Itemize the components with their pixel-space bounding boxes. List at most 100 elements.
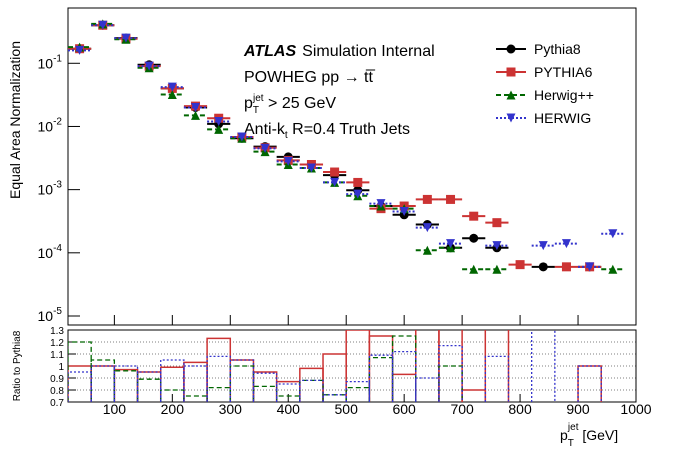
ratio-y-tick-label: 1.1: [50, 350, 64, 361]
ratio-y-tick-label: 0.8: [50, 386, 64, 397]
ratio-step: [136, 371, 162, 402]
ratio-step: [229, 359, 255, 402]
marker: [469, 264, 479, 274]
ratio-step: [90, 365, 116, 402]
marker: [191, 102, 201, 112]
x-tick-label: 500: [335, 401, 359, 417]
marker: [422, 223, 432, 233]
ratio-y-tick-label: 0.9: [50, 374, 64, 385]
ratio-step: [136, 378, 162, 402]
marker: [492, 241, 502, 251]
legend-label: Herwig++: [534, 87, 594, 103]
ratio-plot: [68, 330, 602, 438]
marker: [167, 90, 177, 100]
y-tick-label: 10-2: [38, 116, 63, 134]
y-axis-label: Equal Area Normalization: [7, 41, 23, 199]
marker: [561, 262, 571, 272]
marker: [585, 262, 595, 272]
legend-marker: [506, 90, 516, 100]
legend-marker: [506, 67, 516, 77]
ratio-step: [415, 377, 440, 402]
marker: [608, 229, 618, 239]
ratio-step: [229, 365, 255, 402]
ratio-step: [484, 355, 510, 402]
marker: [538, 262, 548, 272]
ratio-step: [438, 330, 463, 402]
marker: [561, 239, 571, 249]
y-tick-base: 10: [38, 245, 54, 261]
ratio-step: [68, 371, 92, 402]
marker: [515, 260, 525, 270]
ratio-step: [391, 335, 417, 402]
ratio-step: [299, 379, 324, 402]
ratio-y-label: Ratio to Pythia8: [12, 330, 23, 401]
main-frame: [67, 7, 637, 326]
marker: [492, 264, 502, 274]
marker: [306, 163, 316, 173]
marker: [191, 110, 201, 120]
ratio-step: [136, 371, 162, 402]
x-tick-label: 900: [566, 401, 590, 417]
marker: [446, 194, 456, 204]
legend-marker: [506, 113, 516, 123]
marker: [214, 124, 224, 134]
marker: [469, 233, 479, 243]
marker: [422, 194, 432, 204]
x-tick-label: 800: [508, 401, 532, 417]
y-tick-label: 10-3: [38, 180, 63, 198]
y-tick-exponent: -4: [53, 243, 62, 254]
ratio-step: [206, 355, 231, 402]
y-tick-base: 10: [38, 308, 54, 324]
y-tick-base: 10: [38, 55, 54, 71]
marker: [98, 20, 108, 30]
ratio-step: [252, 385, 278, 402]
ratio-step: [368, 356, 394, 402]
ratio-step: [577, 365, 602, 402]
ratio-step: [368, 335, 394, 402]
ratio-step: [90, 365, 116, 402]
marker: [283, 156, 293, 166]
ratio-step: [160, 359, 185, 402]
ratio-step: [252, 372, 278, 402]
ratio-step: [485, 402, 508, 431]
marker: [214, 116, 224, 126]
annotation: pTjet > 25 GeV: [244, 93, 336, 116]
legend-marker: [506, 44, 516, 54]
ratio-y-tick-label: 0.7: [50, 398, 64, 409]
marker: [538, 241, 548, 251]
ratio-step: [391, 350, 417, 402]
marker: [75, 45, 85, 55]
y-tick-label: 10-1: [38, 53, 63, 71]
marker: [121, 33, 131, 43]
y-tick-exponent: -5: [53, 306, 62, 317]
x-tick-label: 700: [450, 401, 474, 417]
marker: [608, 264, 618, 274]
ratio-step: [322, 394, 347, 402]
legend-label: Pythia8: [534, 41, 581, 57]
y-tick-exponent: -2: [53, 116, 62, 127]
ratio-step: [416, 402, 439, 438]
annotation: Anti-kt R=0.4 Truth Jets: [244, 121, 410, 141]
ratio-step: [368, 354, 394, 402]
marker: [237, 132, 247, 142]
marker: [144, 61, 154, 71]
marker: [422, 245, 432, 255]
annotation: ATLAS Simulation Internal: [243, 43, 435, 60]
ratio-step: [577, 365, 602, 402]
ratio-step: [113, 370, 139, 402]
ratio-step: [299, 367, 324, 402]
ratio-step: [438, 344, 463, 402]
y-tick-label: 10-5: [38, 306, 63, 324]
ratio-step: [345, 380, 371, 402]
marker: [469, 211, 479, 221]
marker: [376, 199, 386, 209]
annotation: POWHEG pp → tt̅: [244, 69, 376, 86]
x-tick-label: 1000: [620, 401, 651, 417]
x-tick-label: 300: [219, 401, 243, 417]
ratio-step: [206, 337, 232, 402]
legend-label: HERWIG: [534, 110, 591, 126]
marker: [399, 207, 409, 217]
y-tick-exponent: -1: [53, 53, 62, 64]
ratio-y-tick-label: 1.3: [50, 326, 64, 337]
